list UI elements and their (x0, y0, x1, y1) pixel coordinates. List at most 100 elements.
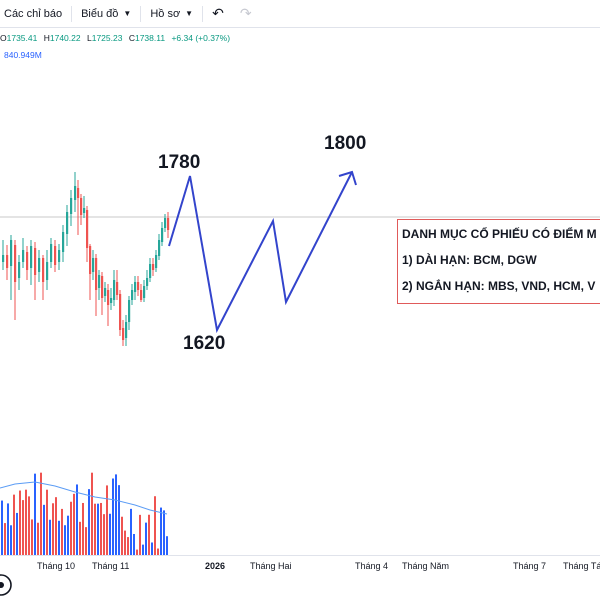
indicators-button[interactable]: Các chỉ báo (4, 0, 62, 28)
ohlc-legend: O1735.41 H1740.22 L1725.23 C1738.11 +6.3… (0, 33, 234, 43)
candle-body (116, 282, 119, 295)
candle-body (104, 288, 107, 296)
volume-bar (136, 549, 138, 555)
axis-label-thang4: Tháng 4 (355, 561, 389, 571)
volume-ma-line (0, 481, 168, 515)
volume-bar (43, 504, 45, 555)
close-value: 1738.11 (134, 33, 166, 43)
candle-body (74, 186, 77, 200)
volume-bar (166, 536, 168, 555)
candle-body (22, 250, 25, 262)
candle-body (86, 210, 89, 248)
volume-bar (106, 485, 108, 555)
candle-body (158, 240, 161, 256)
undo-icon[interactable]: ↶ (212, 5, 224, 21)
axis-label-thang7: Tháng 7 (513, 561, 547, 571)
candle-body (95, 258, 98, 290)
volume-bar (94, 503, 96, 555)
candle-body (70, 198, 73, 214)
volume-bar (73, 493, 75, 555)
volume-bar (163, 510, 165, 555)
volume-bar (10, 525, 12, 555)
portfolio-title: DANH MỤC CỔ PHIẾU CÓ ĐIỂM M (402, 227, 597, 241)
candle-body (77, 188, 80, 198)
volume-bar (58, 520, 60, 555)
axis-label-thangnam: Tháng Năm (402, 561, 450, 571)
candle-body (83, 208, 86, 213)
volume-bar (7, 503, 9, 555)
volume-bar (1, 500, 3, 555)
projection-zigzag (168, 171, 353, 334)
volume-bar (82, 502, 84, 555)
volume-bar (55, 497, 57, 555)
volume-bar (142, 544, 144, 555)
candle-body (113, 280, 116, 300)
volume-bar (16, 512, 18, 555)
short-term-line: 2) NGẮN HẠN: MBS, VND, HCM, V (402, 279, 596, 293)
redo-icon[interactable]: ↷ (239, 5, 252, 21)
toolbar-divider (71, 5, 73, 22)
candle-body (122, 328, 125, 340)
arrowhead-icon (338, 170, 357, 186)
volume-bar (40, 472, 42, 555)
volume-bar (28, 496, 30, 555)
volume-bar (151, 542, 153, 555)
volume-bar (148, 514, 150, 555)
label-1620: 1620 (183, 333, 226, 354)
close-label: C (128, 33, 135, 43)
candle-body (30, 246, 33, 268)
volume-bar (127, 537, 129, 555)
candle-body (62, 232, 65, 252)
profile-dropdown[interactable]: Hồ sơ ▼ (150, 0, 193, 28)
volume-bar (19, 490, 21, 555)
candle-body (101, 276, 104, 298)
chart-type-label: Biểu đồ (81, 7, 119, 20)
volume-bar (160, 507, 162, 555)
indicators-label: Các chỉ báo (4, 7, 63, 20)
axis-label-thanghai: Tháng Hai (250, 561, 292, 571)
volume-bar (31, 519, 33, 555)
volume-bar (112, 478, 114, 555)
axis-label-thangtam: Tháng Tá (563, 561, 600, 571)
volume-bar (34, 473, 36, 555)
candle-body (46, 262, 49, 280)
candle-body (18, 262, 21, 278)
low-value: 1725.23 (91, 33, 123, 43)
candle-body (98, 275, 101, 288)
volume-bar (154, 496, 156, 555)
high-label: H (43, 33, 50, 43)
volume-bar (118, 485, 120, 555)
tradingview-logo-icon[interactable] (0, 574, 12, 596)
candle-body (131, 290, 134, 300)
candle-body (34, 248, 37, 275)
candle-body (2, 255, 5, 262)
time-axis[interactable]: Tháng 10 Tháng 11 2026 Tháng Hai Tháng 4… (0, 555, 600, 576)
high-value: 1740.22 (49, 33, 81, 43)
candle-body (10, 240, 13, 266)
volume-bar (52, 503, 54, 555)
volume-bar (67, 515, 69, 555)
candle-body (14, 245, 17, 282)
chart-type-dropdown[interactable]: Biểu đồ ▼ (81, 0, 131, 28)
volume-bar (61, 508, 63, 555)
candle-body (26, 252, 29, 270)
volume-bar (109, 513, 111, 555)
candle-body (155, 255, 158, 268)
candle-body (152, 264, 155, 270)
volume-bar (85, 527, 87, 555)
volume-bars-group (1, 472, 168, 555)
candles-group (2, 172, 170, 346)
volume-bar (157, 548, 159, 555)
candle-body (167, 218, 170, 230)
volume-bar (46, 489, 48, 555)
candle-body (92, 258, 95, 272)
axis-label-thang10: Tháng 10 (37, 561, 76, 571)
volume-bar (76, 484, 78, 555)
volume-bar (49, 519, 51, 555)
candle-body (119, 294, 122, 330)
candle-body (50, 244, 53, 262)
candle-body (161, 228, 164, 242)
volume-bar (115, 474, 117, 555)
label-1780: 1780 (158, 152, 201, 173)
